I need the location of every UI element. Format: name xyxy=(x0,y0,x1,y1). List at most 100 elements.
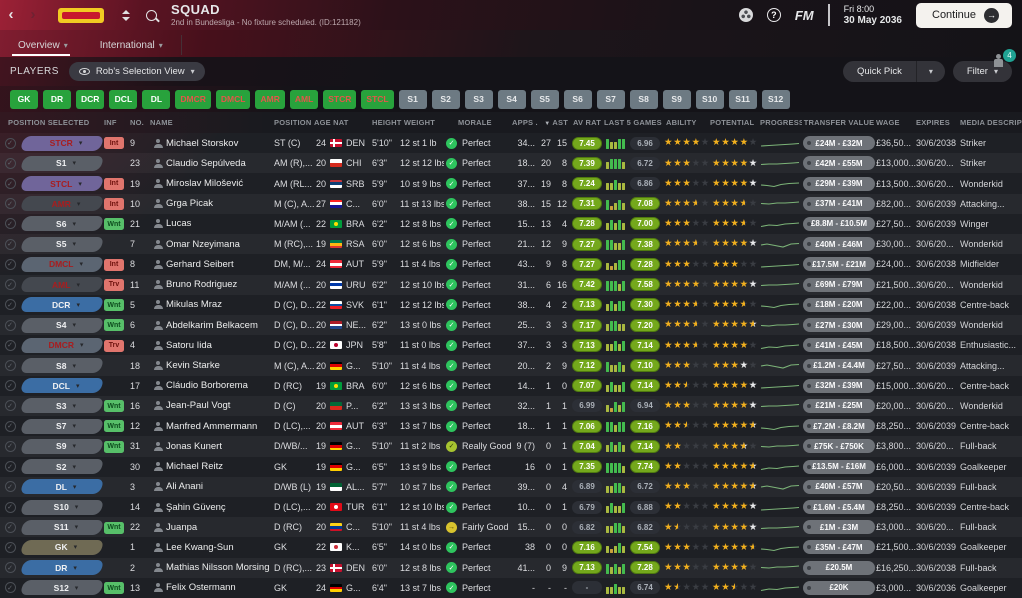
position-selector[interactable]: DCL ▾ xyxy=(22,378,102,393)
inf-badge[interactable]: Int xyxy=(104,258,124,271)
tab-overview[interactable]: Overview ▾ xyxy=(0,40,82,57)
position-filter-s8[interactable]: S8 xyxy=(629,89,658,109)
player-name[interactable]: Satoru Iida xyxy=(166,339,212,351)
player-row[interactable]: ✓ DL ▾ 3 Ali Anani D/WB (L) 19 AL... 5'7" 10 st 7… xyxy=(0,476,1022,497)
row-select-checkbox[interactable]: ✓ xyxy=(4,380,16,392)
position-filter-dcl[interactable]: DCL xyxy=(109,89,138,109)
position-selector[interactable]: S6 ▾ xyxy=(22,216,102,231)
row-select-checkbox[interactable]: ✓ xyxy=(4,157,16,169)
player-row[interactable]: ✓ DCL ▾ 17 Cláudio Borborema D (RC) 19 BRA 6'0" 1… xyxy=(0,376,1022,396)
col-morale[interactable]: MORALE xyxy=(458,118,492,127)
position-selector[interactable]: S4 ▾ xyxy=(22,318,102,333)
player-row[interactable]: ✓ AML ▾ Trv 11 Bruno Rodriguez M/AM (... 20 URU 6… xyxy=(0,274,1022,295)
position-filter-dl[interactable]: DL xyxy=(142,89,171,109)
player-name[interactable]: Mikulas Mraz xyxy=(166,299,222,311)
player-name[interactable]: Manfred Ammermann xyxy=(166,420,258,432)
player-name[interactable]: Gerhard Seibert xyxy=(166,258,234,270)
player-name[interactable]: Ali Anani xyxy=(166,481,203,493)
col-age-nat[interactable]: AGE NAT xyxy=(314,118,349,127)
position-selector[interactable]: S11 ▾ xyxy=(22,520,102,535)
player-row[interactable]: ✓ DR ▾ 2 Mathias Nilsson Morsing D (RC),... 23… xyxy=(0,557,1022,578)
position-selector[interactable]: S5 ▾ xyxy=(22,237,102,252)
notification-indicator[interactable]: 4 xyxy=(994,49,1016,69)
inf-badge[interactable]: Wnt xyxy=(104,420,124,433)
player-row[interactable]: ✓ S7 ▾ Wnt 12 Manfred Ammermann D (LC),... 20 AU… xyxy=(0,416,1022,436)
col-transfer-value[interactable]: TRANSFER VALUE xyxy=(803,118,875,127)
row-select-checkbox[interactable]: ✓ xyxy=(4,258,16,270)
position-selector[interactable]: STCL ▾ xyxy=(22,176,102,191)
position-filter-stcr[interactable]: STCR xyxy=(323,89,357,109)
position-filter-amr[interactable]: AMR xyxy=(255,89,285,109)
row-select-checkbox[interactable]: ✓ xyxy=(4,461,16,473)
position-selector[interactable]: S12 ▾ xyxy=(22,580,102,595)
player-row[interactable]: ✓ S3 ▾ Wnt 16 Jean-Paul Vogt D (C) 20 P... 6'2" 13… xyxy=(0,395,1022,417)
row-select-checkbox[interactable]: ✓ xyxy=(4,178,16,190)
row-select-checkbox[interactable]: ✓ xyxy=(4,360,16,372)
row-select-checkbox[interactable]: ✓ xyxy=(4,521,16,533)
club-crest[interactable] xyxy=(58,7,104,23)
position-selector[interactable]: DL ▾ xyxy=(22,479,102,494)
inf-badge[interactable]: Trv xyxy=(104,339,124,352)
tab-international[interactable]: International ▾ xyxy=(99,40,163,51)
player-name[interactable]: Grga Picak xyxy=(166,198,213,210)
row-select-checkbox[interactable]: ✓ xyxy=(4,420,16,432)
position-selector[interactable]: DR ▾ xyxy=(22,560,102,575)
position-filter-s6[interactable]: S6 xyxy=(563,89,592,109)
col-no[interactable]: NO. xyxy=(130,118,144,127)
position-filter-s9[interactable]: S9 xyxy=(662,89,691,109)
row-select-checkbox[interactable]: ✓ xyxy=(4,238,16,250)
row-select-checkbox[interactable]: ✓ xyxy=(4,501,16,513)
inf-badge[interactable]: Wnt xyxy=(104,319,124,332)
quick-pick-split-button[interactable]: Quick Pick ▾ xyxy=(842,61,945,82)
player-row[interactable]: ✓ S11 ▾ Wnt 22 Juanpa D (RC) 20 C... 5'10" 11 st 4… xyxy=(0,517,1022,538)
player-name[interactable]: Michael Reitz xyxy=(166,461,224,473)
quick-pick-button[interactable]: Quick Pick xyxy=(842,61,916,82)
col-ast[interactable]: ▼ AST xyxy=(544,118,568,127)
row-select-checkbox[interactable]: ✓ xyxy=(4,198,16,210)
player-row[interactable]: ✓ DMCR ▾ Trv 4 Satoru Iida D (C), D... 22 JPN 5'8… xyxy=(0,335,1022,355)
col-ability[interactable]: ABILITY xyxy=(666,118,697,127)
position-selector[interactable]: S2 ▾ xyxy=(22,459,102,474)
player-row[interactable]: ✓ S5 ▾ 7 Omar Nzeyimana M (RC),... 19 RSA 6'0" 12… xyxy=(0,234,1022,255)
position-filter-dr[interactable]: DR xyxy=(43,89,71,109)
row-select-checkbox[interactable]: ✓ xyxy=(4,400,16,412)
col-apps[interactable]: APPS ... xyxy=(512,118,538,127)
row-select-checkbox[interactable]: ✓ xyxy=(4,299,16,311)
player-row[interactable]: ✓ S10 ▾ 14 Şahin Güvenç D (LC),... 20 TUR 6'1" 12… xyxy=(0,497,1022,517)
position-filter-s11[interactable]: S11 xyxy=(728,89,757,109)
col-progress[interactable]: PROGRESS xyxy=(760,118,802,127)
row-select-checkbox[interactable]: ✓ xyxy=(4,562,16,574)
player-row[interactable]: ✓ DMCL ▾ Int 8 Gerhard Seibert DM, M/... 24 AUT 5… xyxy=(0,254,1022,274)
view-selector[interactable]: Rob's Selection View ▾ xyxy=(68,62,205,81)
col-inf[interactable]: INF xyxy=(104,118,117,127)
player-name[interactable]: Kevin Starke xyxy=(166,360,220,372)
position-selector[interactable]: STCR ▾ xyxy=(22,136,102,151)
player-name[interactable]: Mathias Nilsson Morsing xyxy=(166,562,270,574)
col-position-selected[interactable]: POSITION SELECTED xyxy=(8,118,90,127)
inf-badge[interactable]: Int xyxy=(104,198,124,211)
player-row[interactable]: ✓ S12 ▾ Wnt 13 Felix Ostermann GK 24 G... 6'4" 13 … xyxy=(0,578,1022,598)
row-select-checkbox[interactable]: ✓ xyxy=(4,541,16,553)
player-row[interactable]: ✓ S2 ▾ 30 Michael Reitz GK 19 G... 6'5" 13 st 9 l… xyxy=(0,457,1022,477)
player-name[interactable]: Cláudio Borborema xyxy=(166,380,248,392)
position-selector[interactable]: S3 ▾ xyxy=(22,398,102,413)
position-selector[interactable]: GK ▾ xyxy=(22,540,102,555)
search-icon[interactable] xyxy=(146,9,157,21)
player-name[interactable]: Felix Ostermann xyxy=(166,582,236,594)
inf-badge[interactable]: Wnt xyxy=(104,440,124,453)
position-filter-dmcl[interactable]: DMCL xyxy=(215,89,251,109)
team-cycle-arrows[interactable] xyxy=(122,9,130,21)
football-icon[interactable] xyxy=(738,8,753,22)
player-name[interactable]: Juanpa xyxy=(166,521,198,533)
row-select-checkbox[interactable]: ✓ xyxy=(4,319,16,331)
player-row[interactable]: ✓ DCR ▾ Wnt 5 Mikulas Mraz D (C), D... 22 SVK 6'1… xyxy=(0,295,1022,315)
player-name[interactable]: Jean-Paul Vogt xyxy=(166,400,231,412)
player-name[interactable]: Omar Nzeyimana xyxy=(166,238,240,250)
position-selector[interactable]: S1 ▾ xyxy=(22,156,102,171)
inf-badge[interactable]: Int xyxy=(104,137,124,150)
inf-badge[interactable]: Wnt xyxy=(104,521,124,534)
col-wage[interactable]: WAGE xyxy=(876,118,900,127)
position-filter-aml[interactable]: AML xyxy=(289,89,319,109)
continue-button[interactable]: Continue → xyxy=(916,2,1012,28)
col-name[interactable]: NAME xyxy=(150,118,173,127)
